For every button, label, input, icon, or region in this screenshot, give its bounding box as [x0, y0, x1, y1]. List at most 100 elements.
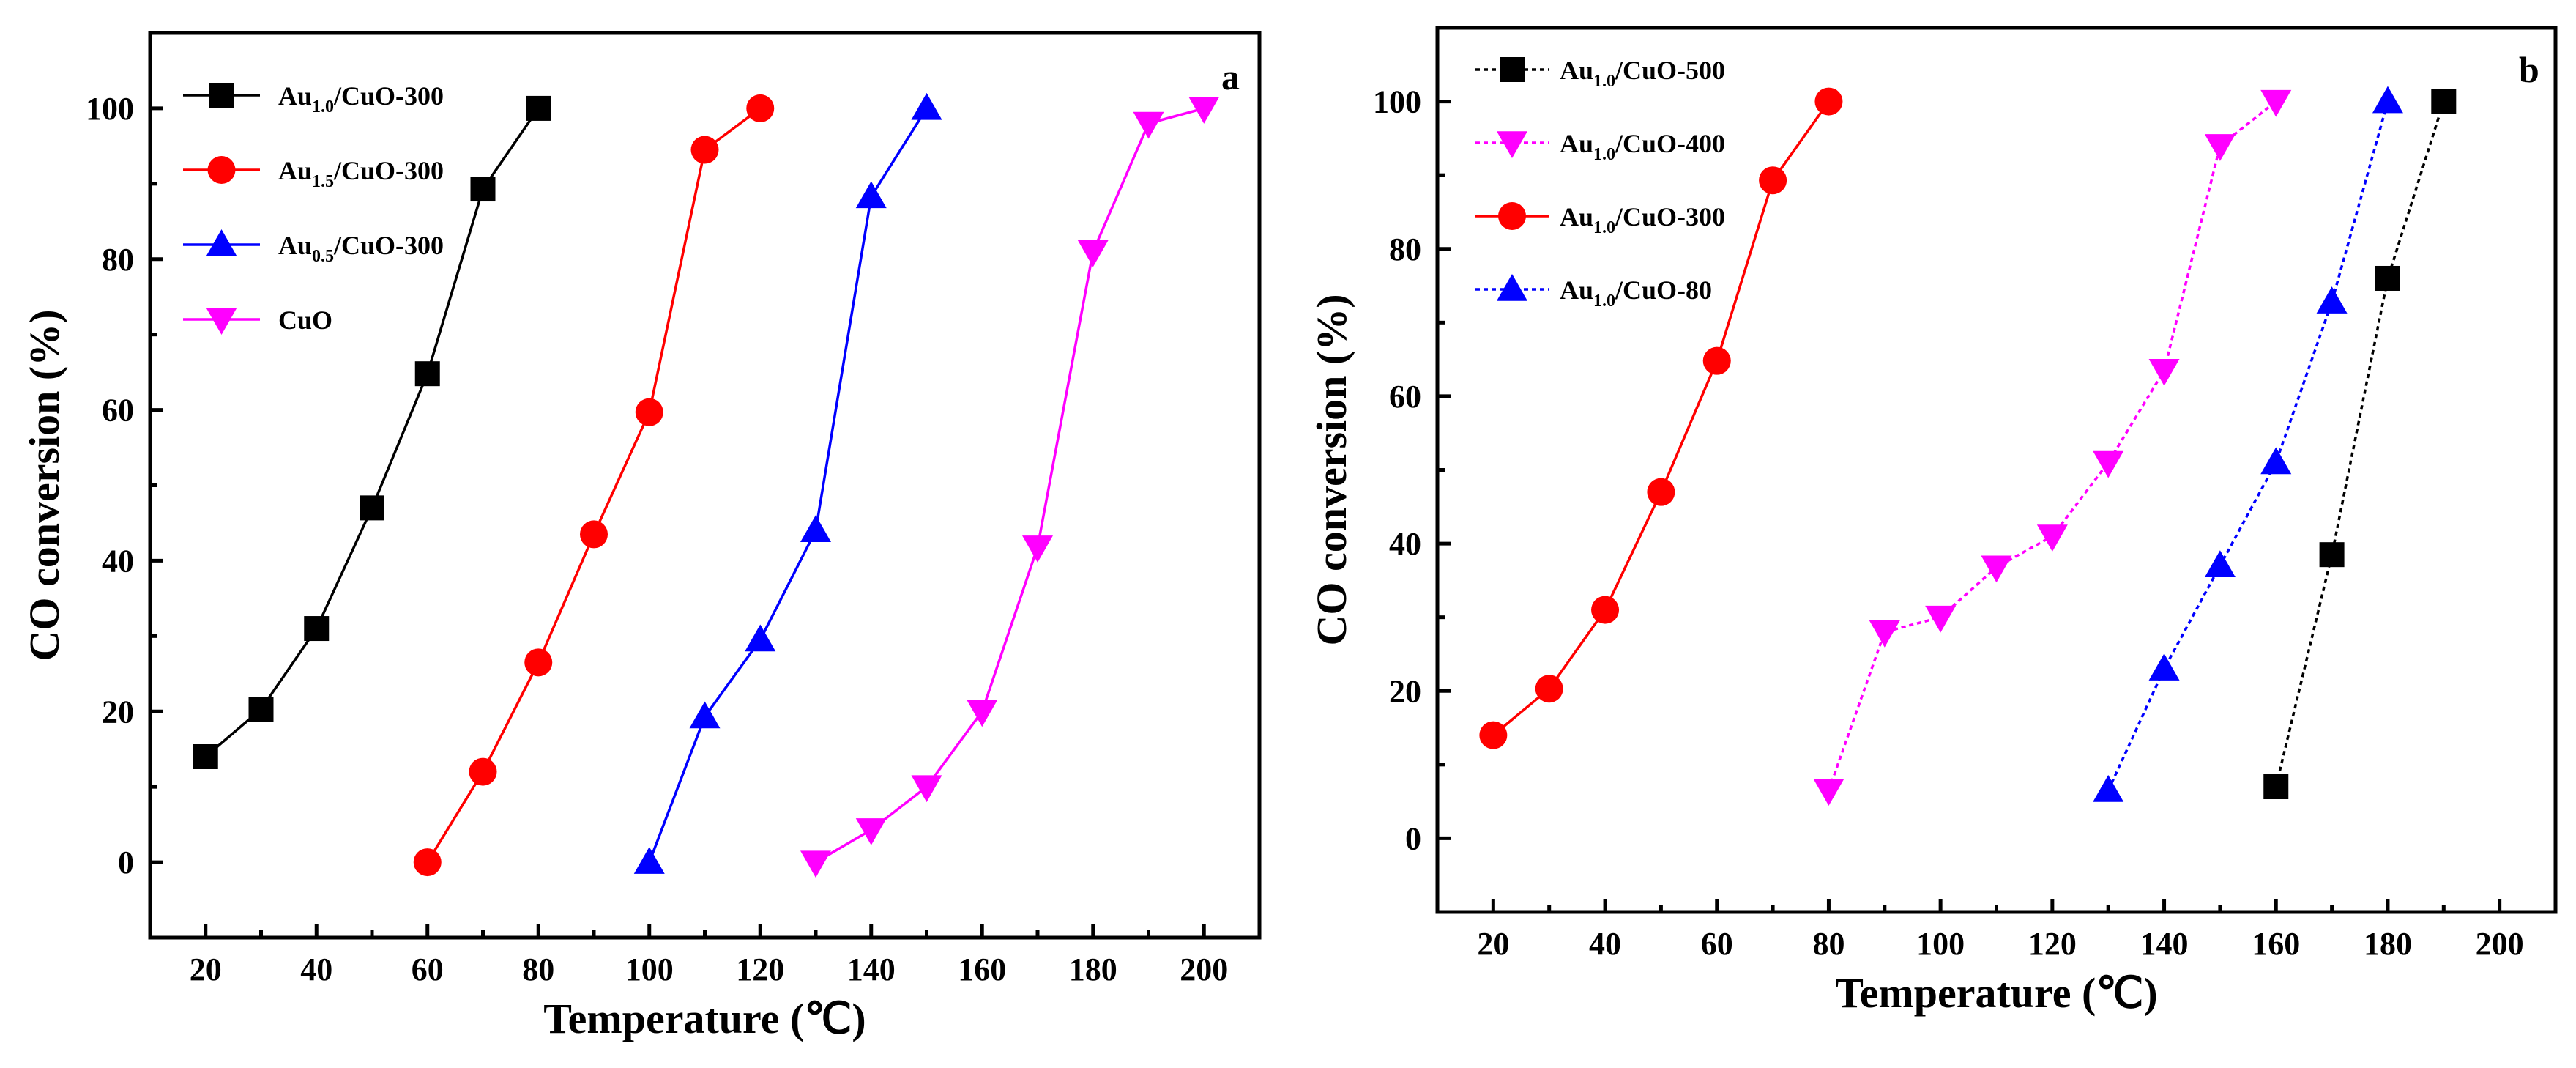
data-point [911, 775, 942, 803]
legend-label: Au1.0/CuO-500 [1560, 56, 1725, 91]
data-point [304, 616, 330, 642]
legend-marker [207, 156, 236, 184]
data-point [1702, 346, 1731, 375]
x-tick-label: 100 [1916, 926, 1965, 962]
series-Au1.5/CuO-300 [413, 94, 775, 877]
y-tick-label: 60 [102, 393, 134, 429]
series-Au1.0/CuO-500 [2263, 89, 2457, 800]
y-tick-label: 40 [1389, 526, 1421, 562]
series-Au1.0/CuO-300 [193, 95, 551, 769]
series-line [2107, 101, 2389, 791]
series-Au0.5/CuO-300 [633, 92, 942, 874]
data-point [1925, 605, 1957, 633]
data-point [1133, 111, 1164, 139]
y-axis-label: CO conversion (%) [21, 309, 68, 661]
legend-label: Au1.0/CuO-80 [1560, 275, 1712, 311]
data-point [1814, 87, 1843, 116]
legend-entry: Au1.0/CuO-400 [1475, 129, 1725, 164]
x-tick-label: 80 [1812, 926, 1844, 962]
series-line [204, 107, 540, 758]
x-axis-label: Temperature (℃) [1835, 969, 2157, 1017]
legend-entry: Au1.5/CuO-300 [183, 156, 444, 191]
data-point [2148, 358, 2180, 386]
data-point [2372, 86, 2403, 114]
data-point [2093, 775, 2124, 802]
data-point [746, 94, 775, 122]
data-point [855, 181, 887, 209]
data-point [1981, 555, 2012, 583]
panel-label: b [2519, 49, 2539, 90]
legend-entry: CuO [183, 305, 332, 335]
data-point [690, 136, 719, 164]
legend-label: CuO [278, 305, 332, 335]
legend-marker [1500, 57, 1525, 82]
legend-marker [209, 83, 234, 108]
data-point [2260, 89, 2292, 117]
x-tick-label: 20 [1477, 926, 1509, 962]
legend-entry: Au0.5/CuO-300 [183, 229, 444, 266]
legend-marker [206, 229, 237, 256]
x-tick-label: 80 [522, 952, 554, 987]
data-point [2260, 447, 2292, 475]
series-Au1.0/CuO-300 [1479, 87, 1843, 749]
data-point [360, 495, 384, 521]
chart-panel-a: 20 40 60 80 100 120 140 160 180 200 0 20 40 60 80 100 Te… [21, 31, 1262, 1042]
data-point [1813, 779, 1844, 806]
data-point [1188, 97, 1220, 124]
data-point [526, 95, 551, 121]
series-CuO [800, 97, 1220, 878]
legend-label: Au1.0/CuO-300 [278, 81, 444, 116]
data-point [1535, 675, 1563, 703]
plot-frame [148, 31, 1262, 940]
legend-marker [1497, 131, 1527, 158]
data-point [1591, 596, 1620, 624]
data-point [1759, 166, 1787, 195]
data-point [2431, 89, 2457, 114]
legend-entry: Au1.0/CuO-300 [1475, 202, 1725, 237]
legend-label: Au1.0/CuO-300 [1560, 202, 1725, 237]
series-Au1.0/CuO-80 [2093, 86, 2403, 802]
x-tick-label: 140 [2140, 926, 2189, 962]
panel-label: a [1221, 56, 1240, 97]
data-point [1479, 721, 1508, 749]
y-tick-label: 80 [1389, 231, 1421, 267]
data-point [911, 92, 942, 120]
y-tick-label: 100 [86, 91, 134, 127]
series-line [2274, 101, 2445, 787]
legend-entry: Au1.0/CuO-300 [183, 81, 444, 116]
data-point [524, 648, 553, 677]
data-point [1647, 478, 1675, 506]
data-point [1022, 535, 1053, 563]
chart-panel-b: 20 40 60 80 100 120 140 160 180 200 0 20 40 60 80 100 Te… [1308, 26, 2558, 1017]
data-point [745, 624, 776, 652]
data-point [414, 361, 440, 387]
x-tick-label: 180 [1069, 952, 1117, 987]
x-tick-label: 160 [958, 952, 1006, 987]
data-point [1869, 620, 1900, 648]
data-point [193, 744, 218, 769]
series-line [815, 107, 1205, 864]
y-tick-label: 60 [1389, 379, 1421, 415]
y-tick-label: 20 [102, 694, 134, 730]
data-point [413, 848, 442, 877]
data-point [2036, 524, 2068, 552]
y-tick-label: 40 [102, 543, 134, 579]
y-axis-label: CO conversion (%) [1308, 294, 1355, 645]
data-point [2093, 450, 2124, 478]
x-tick-label: 200 [2476, 926, 2524, 962]
legend-label: Au1.5/CuO-300 [278, 156, 444, 191]
data-point [248, 697, 274, 722]
data-point [689, 701, 721, 729]
data-point [855, 818, 887, 845]
x-axis-label: Temperature (℃) [543, 995, 866, 1042]
y-tick-label: 0 [1405, 820, 1421, 856]
legend-label: Au0.5/CuO-300 [278, 231, 444, 266]
data-point [2204, 134, 2236, 161]
data-point [2375, 265, 2400, 291]
series-line [426, 107, 762, 863]
y-tick-label: 0 [118, 845, 134, 880]
legend-entry: Au1.0/CuO-80 [1475, 274, 1712, 311]
legend-marker [206, 308, 237, 335]
x-tick-label: 40 [300, 952, 332, 987]
